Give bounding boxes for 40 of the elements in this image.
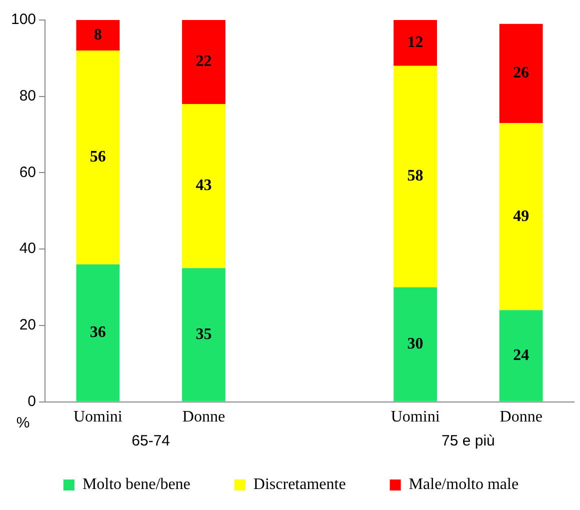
y-tick-label: 40 (19, 240, 36, 258)
data-label: 36 (90, 324, 106, 341)
y-tick-label: 80 (19, 88, 36, 104)
y-tick-label: 60 (19, 164, 36, 181)
bar (76, 264, 120, 402)
bar (182, 268, 226, 402)
data-label: 49 (513, 208, 530, 225)
bar (76, 50, 120, 264)
bar (76, 20, 120, 51)
legend-label: Male/molto male (408, 476, 519, 494)
data-label: 22 (196, 53, 212, 70)
bar (394, 287, 437, 402)
bar (499, 24, 543, 124)
bar (394, 20, 437, 66)
bar (182, 20, 226, 104)
data-label: 24 (513, 346, 530, 364)
data-label: 30 (407, 335, 424, 352)
data-label: 12 (407, 34, 424, 52)
x-tick-label: Donne (182, 408, 226, 426)
bar (394, 66, 437, 288)
x-tick-label: Donne (500, 408, 542, 426)
data-label: 35 (196, 326, 212, 343)
data-label: 8 (94, 26, 102, 44)
bar (499, 310, 543, 402)
text: 65-74 (132, 432, 170, 450)
text: 75 e più (442, 432, 495, 450)
y-tick-label: 100 (10, 11, 36, 28)
data-label: 26 (513, 64, 530, 82)
y-axis-title: % (16, 414, 30, 432)
bar (182, 104, 226, 268)
y-tick-label: 20 (19, 316, 36, 334)
data-label: 56 (90, 148, 106, 166)
bar (499, 123, 543, 310)
x-tick-label: Uomini (73, 408, 123, 426)
x-tick-label: Uomini (390, 408, 440, 426)
legend-label: Discretamente (253, 476, 346, 494)
legend-label: Molto bene/bene (82, 476, 190, 494)
y-tick-label: 0 (28, 392, 36, 410)
data-label: 58 (407, 168, 424, 185)
data-label: 43 (196, 177, 212, 194)
